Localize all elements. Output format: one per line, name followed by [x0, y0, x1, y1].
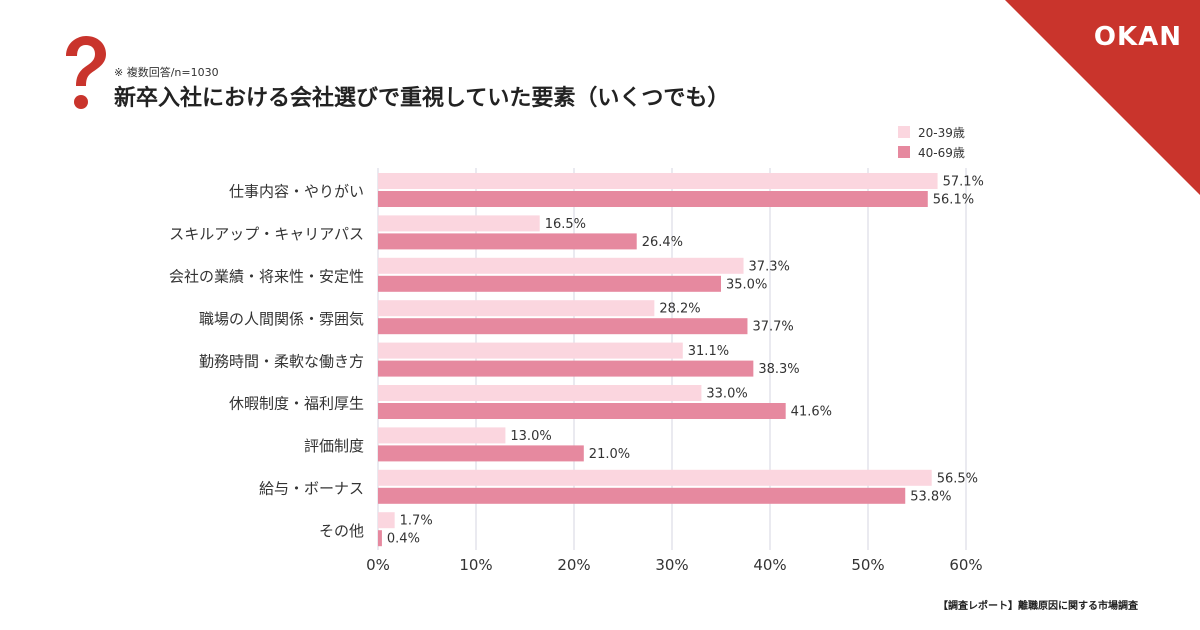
legend-swatch-young — [898, 126, 910, 138]
bar — [378, 445, 584, 462]
bar — [378, 191, 928, 207]
brand-logo: OKAN — [1093, 22, 1182, 52]
data-label: 31.1% — [688, 344, 729, 359]
data-label: 16.5% — [545, 217, 586, 232]
data-label: 56.1% — [933, 193, 974, 208]
legend: 20-39歳 40-69歳 — [898, 122, 965, 162]
data-label: 37.3% — [749, 259, 790, 274]
category-label: 給与・ボーナス — [259, 480, 364, 498]
data-label: 13.0% — [510, 429, 551, 444]
x-tick-label: 50% — [851, 556, 884, 574]
data-label: 28.2% — [659, 302, 700, 317]
bar — [378, 403, 786, 419]
x-tick-label: 0% — [366, 556, 390, 574]
data-label: 26.4% — [642, 235, 683, 250]
legend-item-young: 20-39歳 — [898, 122, 965, 142]
data-label: 57.1% — [943, 175, 984, 190]
corner-banner — [1005, 0, 1200, 195]
category-label: 職場の人間関係・雰囲気 — [199, 310, 364, 328]
bar — [378, 318, 748, 335]
bar — [378, 469, 932, 486]
bar — [378, 512, 395, 529]
legend-swatch-old — [898, 146, 910, 158]
data-label: 21.0% — [589, 447, 630, 462]
bar — [378, 385, 702, 401]
bar — [378, 215, 540, 232]
question-mark-icon — [66, 36, 106, 109]
data-label: 0.4% — [387, 532, 420, 547]
x-tick-label: 20% — [557, 556, 590, 574]
x-tick-label: 10% — [459, 556, 492, 574]
chart-title: 新卒入社における会社選びで重視していた要素（いくつでも） — [114, 86, 730, 111]
bar — [378, 173, 938, 189]
data-label: 53.8% — [910, 489, 951, 504]
legend-label-old: 40-69歳 — [918, 145, 965, 160]
data-label: 38.3% — [758, 362, 799, 377]
bar — [378, 427, 506, 444]
category-label: スキルアップ・キャリアパス — [169, 225, 364, 243]
legend-item-old: 40-69歳 — [898, 142, 965, 162]
data-label: 37.7% — [752, 320, 793, 335]
bar — [378, 233, 637, 250]
category-label: 会社の業績・将来性・安定性 — [169, 268, 364, 286]
x-tick-label: 40% — [753, 556, 786, 574]
data-label: 41.6% — [791, 405, 832, 420]
x-tick-label: 30% — [655, 556, 688, 574]
category-label: 仕事内容・やりがい — [229, 183, 364, 201]
x-tick-label: 60% — [949, 556, 982, 574]
data-label: 35.0% — [726, 277, 767, 292]
data-label: 1.7% — [400, 514, 433, 529]
bar — [378, 257, 744, 274]
bar — [378, 360, 754, 377]
category-label: その他 — [319, 522, 364, 540]
bar — [378, 300, 655, 317]
source-note: 【調査レポート】離職原因に関する市場調査 — [938, 601, 1138, 612]
category-label: 評価制度 — [304, 437, 364, 455]
bar — [378, 342, 683, 359]
bar — [378, 275, 721, 292]
data-label: 56.5% — [937, 471, 978, 486]
bar — [378, 530, 382, 547]
category-label: 休暇制度・福利厚生 — [229, 395, 364, 413]
survey-note: ※ 複数回答/n=1030 — [114, 66, 219, 79]
bar — [378, 487, 906, 504]
category-label: 勤務時間・柔軟な働き方 — [199, 352, 364, 370]
legend-label-young: 20-39歳 — [918, 125, 965, 140]
data-label: 33.0% — [706, 387, 747, 402]
